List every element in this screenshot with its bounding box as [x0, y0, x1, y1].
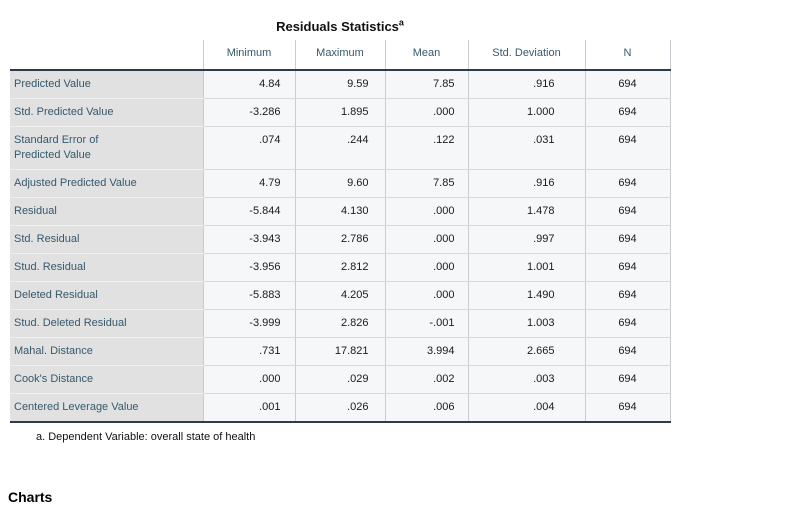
table-row: Std. Residual -3.943 2.786.000.997 694 — [10, 225, 671, 254]
column-header: N — [584, 40, 671, 71]
cell-value: .074 — [202, 126, 295, 170]
row-label: Mahal. Distance — [10, 337, 204, 366]
cell-value: .026 — [294, 393, 385, 423]
cell-value: 4.84 — [202, 70, 295, 99]
cell-value: -3.999 — [202, 309, 295, 338]
row-label: Predicted Value — [10, 70, 204, 99]
cell-value: 17.821 — [294, 337, 385, 366]
cell-value: 1.003 — [467, 309, 585, 338]
table-title: Residuals Statisticsa — [10, 14, 670, 40]
cell-value: 1.478 — [467, 197, 585, 226]
cell-value: 694 — [584, 98, 671, 127]
table-header-row: Minimum Maximum Mean Std. Deviation N — [10, 40, 671, 71]
row-label: Deleted Residual — [10, 281, 204, 310]
cell-value: 7.85 — [384, 70, 468, 99]
cell-value: .029 — [294, 365, 385, 394]
cell-value: .002 — [384, 365, 468, 394]
cell-value: 694 — [584, 70, 671, 99]
cell-value: .006 — [384, 393, 468, 423]
cell-value: .244 — [294, 126, 385, 170]
cell-value: .731 — [202, 337, 295, 366]
cell-value: 1.490 — [467, 281, 585, 310]
cell-value: .000 — [384, 98, 468, 127]
table-row: Deleted Residual -5.883 4.205.000 1.490 694 — [10, 281, 671, 310]
cell-value: 7.85 — [384, 169, 468, 198]
cell-value: 694 — [584, 126, 671, 170]
cell-value: 3.994 — [384, 337, 468, 366]
cell-value: 694 — [584, 365, 671, 394]
cell-value: .997 — [467, 225, 585, 254]
cell-value: -3.956 — [202, 253, 295, 282]
cell-value: -3.286 — [202, 98, 295, 127]
row-label: Residual — [10, 197, 204, 226]
cell-value: 694 — [584, 169, 671, 198]
table-row: Stud. Residual -3.956 2.812.000 1.001 694 — [10, 253, 671, 282]
cell-value: 2.826 — [294, 309, 385, 338]
cell-value: 2.786 — [294, 225, 385, 254]
table-row: Cook's Distance .000.029.002.003 694 — [10, 365, 671, 394]
cell-value: -.001 — [384, 309, 468, 338]
cell-value: 9.60 — [294, 169, 385, 198]
cell-value: .000 — [384, 281, 468, 310]
row-label: Std. Residual — [10, 225, 204, 254]
row-label: Std. Predicted Value — [10, 98, 204, 127]
cell-value: 1.001 — [467, 253, 585, 282]
table-row: Predicted Value 4.84 9.59 7.85.916 694 — [10, 70, 671, 99]
row-label: Adjusted Predicted Value — [10, 169, 204, 198]
cell-value: 1.895 — [294, 98, 385, 127]
cell-value: 4.205 — [294, 281, 385, 310]
cell-value: 694 — [584, 253, 671, 282]
table-body: Predicted Value 4.84 9.59 7.85.916 694 Std. P… — [10, 70, 671, 423]
cell-value: 694 — [584, 309, 671, 338]
cell-value: .001 — [202, 393, 295, 423]
cell-value: 2.665 — [467, 337, 585, 366]
cell-value: 694 — [584, 225, 671, 254]
cell-value: 1.000 — [467, 98, 585, 127]
column-header: Minimum — [202, 40, 295, 71]
cell-value: .000 — [384, 197, 468, 226]
row-label: Stud. Deleted Residual — [10, 309, 204, 338]
cell-value: .000 — [384, 253, 468, 282]
cell-value: .916 — [467, 70, 585, 99]
table-row: Mahal. Distance .731 17.821 3.994 2.665 694 — [10, 337, 671, 366]
table-footnote: a. Dependent Variable: overall state of … — [36, 431, 256, 443]
row-label: Centered Leverage Value — [10, 393, 204, 423]
cell-value: 4.79 — [202, 169, 295, 198]
row-label: Stud. Residual — [10, 253, 204, 282]
table-row: Centered Leverage Value .001.026.006.004 6… — [10, 393, 671, 423]
column-header: Mean — [384, 40, 468, 71]
table-row: Std. Predicted Value -3.286 1.895.000 1.000… — [10, 98, 671, 127]
table-row: Stud. Deleted Residual -3.999 2.826 -.001 1.… — [10, 309, 671, 338]
cell-value: 9.59 — [294, 70, 385, 99]
cell-value: -5.844 — [202, 197, 295, 226]
table-row: Residual -5.844 4.130.000 1.478 694 — [10, 197, 671, 226]
footnote-marker: a — [398, 17, 404, 28]
cell-value: .122 — [384, 126, 468, 170]
cell-value: -5.883 — [202, 281, 295, 310]
table-row: Adjusted Predicted Value 4.79 9.60 7.85.916… — [10, 169, 671, 198]
row-label: Standard Error of Predicted Value — [10, 126, 204, 170]
cell-value: 4.130 — [294, 197, 385, 226]
cell-value: .003 — [467, 365, 585, 394]
residuals-statistics-table[interactable]: Minimum Maximum Mean Std. Deviation N Predic… — [10, 40, 671, 423]
cell-value: 694 — [584, 337, 671, 366]
cell-value: 694 — [584, 197, 671, 226]
corner-cell — [10, 40, 204, 71]
cell-value: 694 — [584, 281, 671, 310]
table-row: Standard Error of Predicted Value .074.24… — [10, 126, 671, 170]
cell-value: .031 — [467, 126, 585, 170]
cell-value: .000 — [384, 225, 468, 254]
column-header: Maximum — [294, 40, 385, 71]
cell-value: -3.943 — [202, 225, 295, 254]
row-label: Cook's Distance — [10, 365, 204, 394]
cell-value: .004 — [467, 393, 585, 423]
table-title-text: Residuals Statistics — [276, 19, 399, 34]
charts-heading: Charts — [8, 489, 53, 505]
cell-value: 2.812 — [294, 253, 385, 282]
column-header: Std. Deviation — [467, 40, 585, 71]
cell-value: .000 — [202, 365, 295, 394]
cell-value: 694 — [584, 393, 671, 423]
cell-value: .916 — [467, 169, 585, 198]
